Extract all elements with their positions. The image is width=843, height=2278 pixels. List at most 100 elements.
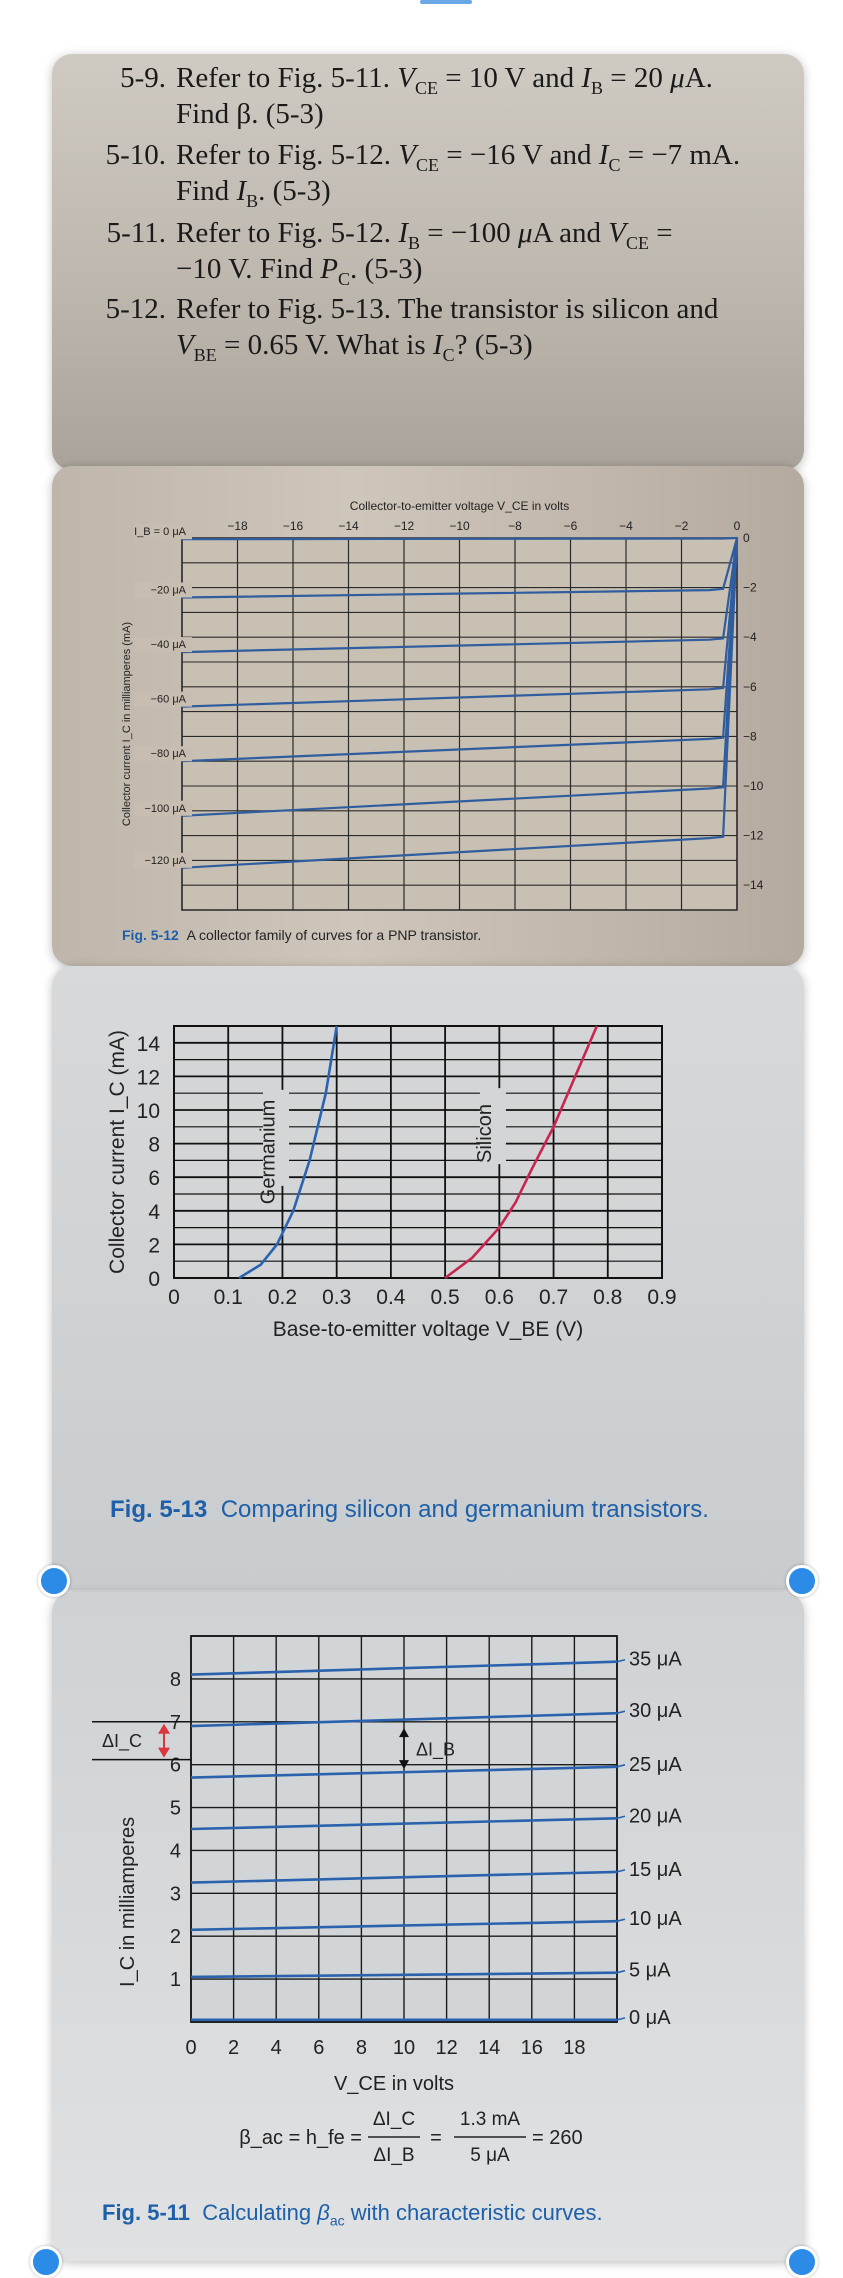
caption-label: Fig. 5-11 (102, 2200, 191, 2225)
fig-5-12-caption: Fig. 5-12 A collector family of curves f… (122, 927, 481, 943)
curve-label: 30 μA (629, 1700, 682, 1722)
fig-5-13-photo-panel: 0 0.1 0.2 0.3 0.4 0.5 0.6 0.7 0.8 0.9 0 2 4 6 8 10 12 14 B… (52, 966, 804, 1590)
y-tick-label: 2 (170, 1926, 181, 1948)
characteristic-curve (190, 1816, 618, 1831)
curve-label: I_B = 0 μA (134, 526, 187, 538)
x-tick-label: −16 (283, 519, 304, 533)
curve-label: −120 μA (144, 855, 186, 867)
crop-handle-bottom-right[interactable] (786, 2246, 818, 2278)
delta-ib-arrow-head-down (399, 1760, 409, 1770)
x-tick-label: 0.4 (376, 1286, 406, 1309)
collector-curve (181, 537, 739, 599)
x-tick-label: 14 (478, 2037, 500, 2059)
x-tick-label: −10 (449, 519, 470, 533)
x-tick-label: −8 (508, 519, 522, 533)
curve-label-bg (134, 800, 192, 816)
y-tick-label: −10 (743, 779, 764, 793)
curve-label: 0 μA (629, 2007, 671, 2029)
y-tick-label: 8 (170, 1669, 181, 1691)
delta-ib-arrow-head-up (399, 1728, 409, 1738)
curve-label-bg (134, 691, 192, 707)
top-drag-tab[interactable] (420, 0, 472, 4)
formula-numerator-value: 1.3 mA (460, 2109, 521, 2130)
x-tick-label: 0 (185, 2037, 196, 2059)
formula-denominator-value: 5 μA (470, 2145, 510, 2166)
y-tick-label: 6 (170, 1755, 181, 1777)
silicon-curve (444, 1025, 599, 1280)
y-tick-label: −12 (743, 829, 764, 843)
formula-result: = 260 (532, 2127, 583, 2149)
y-tick-label: 3 (170, 1883, 181, 1905)
characteristic-curve (190, 1971, 618, 1979)
curve-label-bg (134, 524, 192, 540)
delta-ib-label: ΔI_B (416, 1740, 455, 1761)
collector-curve (181, 536, 738, 541)
problem-number: 5-10. (105, 139, 166, 171)
x-tick-label: 10 (393, 2037, 415, 2059)
curve-leader-line (616, 1969, 626, 1974)
curve-label: 20 μA (629, 1805, 682, 1827)
x-tick-label: 0.7 (539, 1286, 568, 1309)
problem-5-10: 5-10. Refer to Fig. 5-12. VCE = −16 V and… (92, 136, 741, 184)
y-tick-label: 7 (170, 1712, 181, 1734)
characteristic-curve (190, 1919, 618, 1932)
formula-lhs: β_ac = h_fe = (239, 2127, 362, 2149)
collector-curve (181, 537, 739, 817)
curve-leader-line (616, 1764, 626, 1768)
x-axis-title: Base-to-emitter voltage V_BE (V) (273, 1318, 583, 1341)
y-tick-label: 8 (148, 1134, 160, 1157)
y-tick-label: −14 (743, 878, 764, 892)
characteristic-curve (190, 1660, 618, 1676)
curve-label: −100 μA (144, 803, 186, 815)
collector-curve (181, 537, 739, 869)
caption-text: Comparing silicon and germanium transist… (220, 1496, 709, 1523)
germanium-label: Germanium (257, 1100, 279, 1204)
problem-5-12: 5-12. Refer to Fig. 5-13. The transistor … (92, 290, 719, 328)
x-tick-label: 0.3 (322, 1286, 351, 1309)
fig-5-12-chart: −18 −16 −14 −12 −10 −8 −6 −4 −2 00 −2 −4 −6 −8 −10 −12 −… (121, 499, 764, 911)
germanium-curve (238, 1025, 338, 1280)
y-tick-label: −8 (743, 729, 757, 743)
crop-handle-bottom-left[interactable] (30, 2246, 62, 2278)
x-tick-label: 0 (168, 1286, 180, 1309)
problem-5-9-line2: Find β. (5-3) (176, 98, 324, 130)
x-tick-label: 0 (734, 519, 741, 533)
y-tick-label: 4 (148, 1201, 160, 1224)
x-tick-label: 16 (521, 2037, 543, 2059)
curve-leader-line (616, 1918, 626, 1922)
x-tick-label: 8 (356, 2037, 367, 2059)
collector-curve (181, 537, 739, 708)
problem-number: 5-12. (105, 293, 166, 325)
caption-label: Fig. 5-13 (110, 1496, 208, 1523)
curve-label-bg (134, 746, 192, 762)
plot-area (173, 1025, 663, 1279)
problem-5-9: 5-9. Refer to Fig. 5-11. VCE = 10 V and I… (92, 59, 713, 107)
problem-5-10-line2: Find IB. (5-3) (176, 175, 331, 211)
x-tick-label: 0.2 (268, 1286, 297, 1309)
y-tick-label: 0 (743, 531, 750, 545)
delta-ic-arrow-head-down (158, 1747, 170, 1758)
collector-curve (181, 537, 739, 654)
y-tick-label: −6 (743, 680, 757, 694)
x-tick-label: 0.8 (593, 1286, 622, 1309)
x-tick-label: −6 (564, 519, 578, 533)
curve-leader-line (616, 1658, 626, 1663)
x-tick-label: 12 (435, 2037, 457, 2059)
x-tick-label: 4 (271, 2037, 282, 2059)
crop-handle-right[interactable] (786, 1565, 818, 1597)
x-tick-label: 0.9 (647, 1286, 676, 1309)
germanium-label-bg (263, 1089, 290, 1186)
curve-label: 10 μA (629, 1908, 682, 1930)
y-tick-label: −2 (743, 581, 757, 595)
y-tick-label: 1 (170, 1969, 181, 1991)
crop-handle-left[interactable] (38, 1565, 70, 1597)
y-tick-label: 2 (148, 1234, 160, 1257)
x-tick-label: −2 (675, 519, 689, 533)
delta-ic-label: ΔI_C (102, 1731, 142, 1752)
x-tick-label: 0.6 (485, 1286, 514, 1309)
y-tick-label: 12 (137, 1066, 160, 1089)
caption-label: Fig. 5-12 (122, 927, 179, 943)
y-tick-label: 5 (170, 1798, 181, 1820)
caption-text: A collector family of curves for a PNP t… (186, 927, 482, 943)
problem-text: Refer to Fig. 5-12. VCE = −16 V and IC =… (176, 139, 741, 175)
